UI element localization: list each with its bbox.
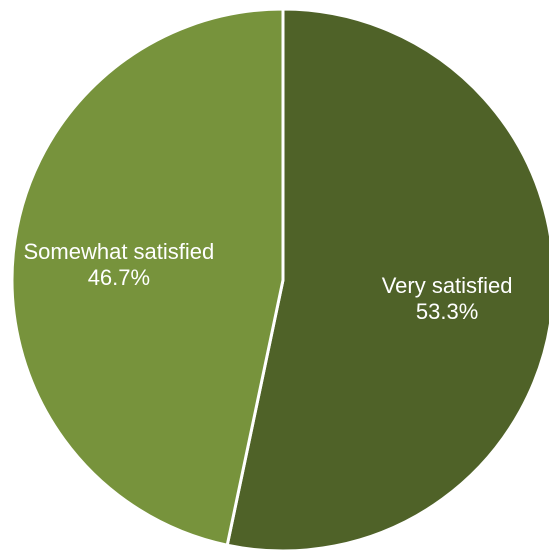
slice-category-label: Somewhat satisfied (24, 239, 215, 264)
pie-slice-very-satisfied (225, 7, 549, 553)
slice-label: Very satisfied 53.3% (382, 273, 513, 324)
pie-slice-somewhat-satisfied (10, 7, 285, 547)
slice-category-label: Very satisfied (382, 273, 513, 298)
slice-labels: Very satisfied 53.3% Somewhat satisfied 46.… (24, 239, 513, 324)
slice-value-label: 46.7% (88, 265, 150, 290)
slice-label: Somewhat satisfied 46.7% (24, 239, 215, 290)
pie-slices (10, 7, 549, 553)
slice-value-label: 53.3% (416, 299, 478, 324)
